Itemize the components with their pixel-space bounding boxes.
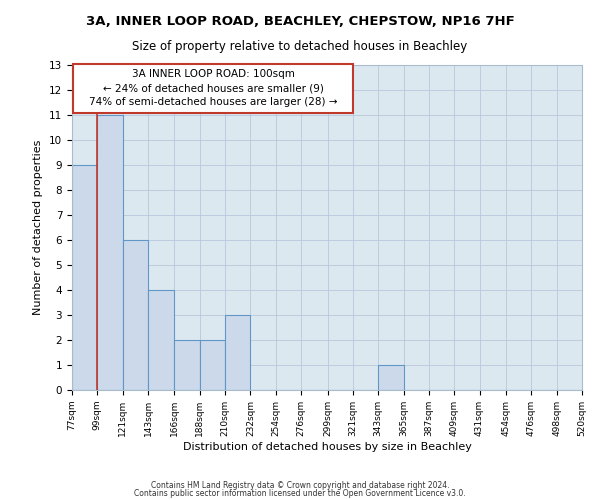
Bar <box>175 340 200 390</box>
Bar <box>72 165 97 390</box>
Bar <box>378 365 404 390</box>
X-axis label: Distribution of detached houses by size in Beachley: Distribution of detached houses by size … <box>182 442 472 452</box>
Bar <box>225 315 250 390</box>
Text: Contains HM Land Registry data © Crown copyright and database right 2024.: Contains HM Land Registry data © Crown c… <box>151 480 449 490</box>
Bar <box>148 290 175 390</box>
Bar <box>97 115 122 390</box>
Bar <box>122 240 148 390</box>
FancyBboxPatch shape <box>73 64 353 112</box>
Text: 3A, INNER LOOP ROAD, BEACHLEY, CHEPSTOW, NP16 7HF: 3A, INNER LOOP ROAD, BEACHLEY, CHEPSTOW,… <box>86 15 514 28</box>
Text: Contains public sector information licensed under the Open Government Licence v3: Contains public sector information licen… <box>134 489 466 498</box>
Y-axis label: Number of detached properties: Number of detached properties <box>34 140 43 315</box>
Text: 3A INNER LOOP ROAD: 100sqm
← 24% of detached houses are smaller (9)
74% of semi-: 3A INNER LOOP ROAD: 100sqm ← 24% of deta… <box>89 69 337 107</box>
Text: Size of property relative to detached houses in Beachley: Size of property relative to detached ho… <box>133 40 467 53</box>
Bar <box>200 340 225 390</box>
